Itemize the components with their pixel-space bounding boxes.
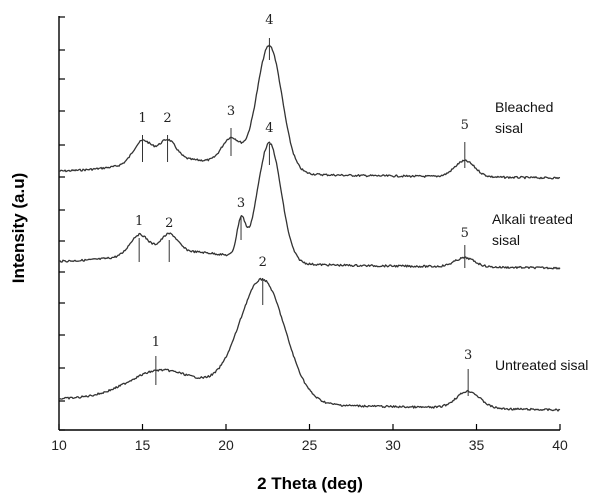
peak-label: 2 — [259, 255, 267, 270]
x-tick-label: 40 — [552, 437, 568, 453]
peak-label: 3 — [227, 104, 235, 119]
y-axis-title: Intensity (a.u) — [9, 173, 28, 284]
series-group-1: 1 2 3 4 5 Bleached sisal — [58, 13, 561, 180]
peak-label: 4 — [265, 13, 273, 28]
peak-label: 1 — [138, 111, 146, 126]
series-label: Alkali treated — [492, 211, 573, 227]
peak-label: 3 — [464, 348, 472, 363]
peak-label: 5 — [461, 118, 469, 133]
series-group-3: 1 2 3 Untreated sisal — [58, 255, 588, 412]
x-tick-label: 30 — [385, 437, 401, 453]
trace-line-2 — [58, 141, 561, 270]
peak-label: 1 — [135, 214, 143, 229]
series-label: Bleached — [495, 99, 553, 115]
series-label: Untreated sisal — [495, 357, 588, 373]
x-tick-label: 15 — [135, 437, 151, 453]
x-tick-label: 35 — [469, 437, 485, 453]
series-group-2: 1 2 3 4 5 Alkali treated sisal — [58, 121, 573, 270]
peak-label: 2 — [165, 216, 173, 231]
peak-label: 1 — [152, 335, 160, 350]
x-tick-label: 10 — [51, 437, 67, 453]
peak-label: 3 — [237, 196, 245, 211]
trace-line-1 — [58, 44, 561, 180]
trace-line-3 — [58, 277, 561, 412]
peak-label: 2 — [163, 111, 171, 126]
series-label: sisal — [492, 232, 520, 248]
peak-label: 4 — [265, 121, 273, 136]
series-label: sisal — [495, 120, 523, 136]
peak-label: 5 — [461, 226, 469, 241]
x-tick-label: 25 — [302, 437, 318, 453]
x-tick-label: 20 — [218, 437, 234, 453]
x-axis-title: 2 Theta (deg) — [257, 474, 363, 493]
